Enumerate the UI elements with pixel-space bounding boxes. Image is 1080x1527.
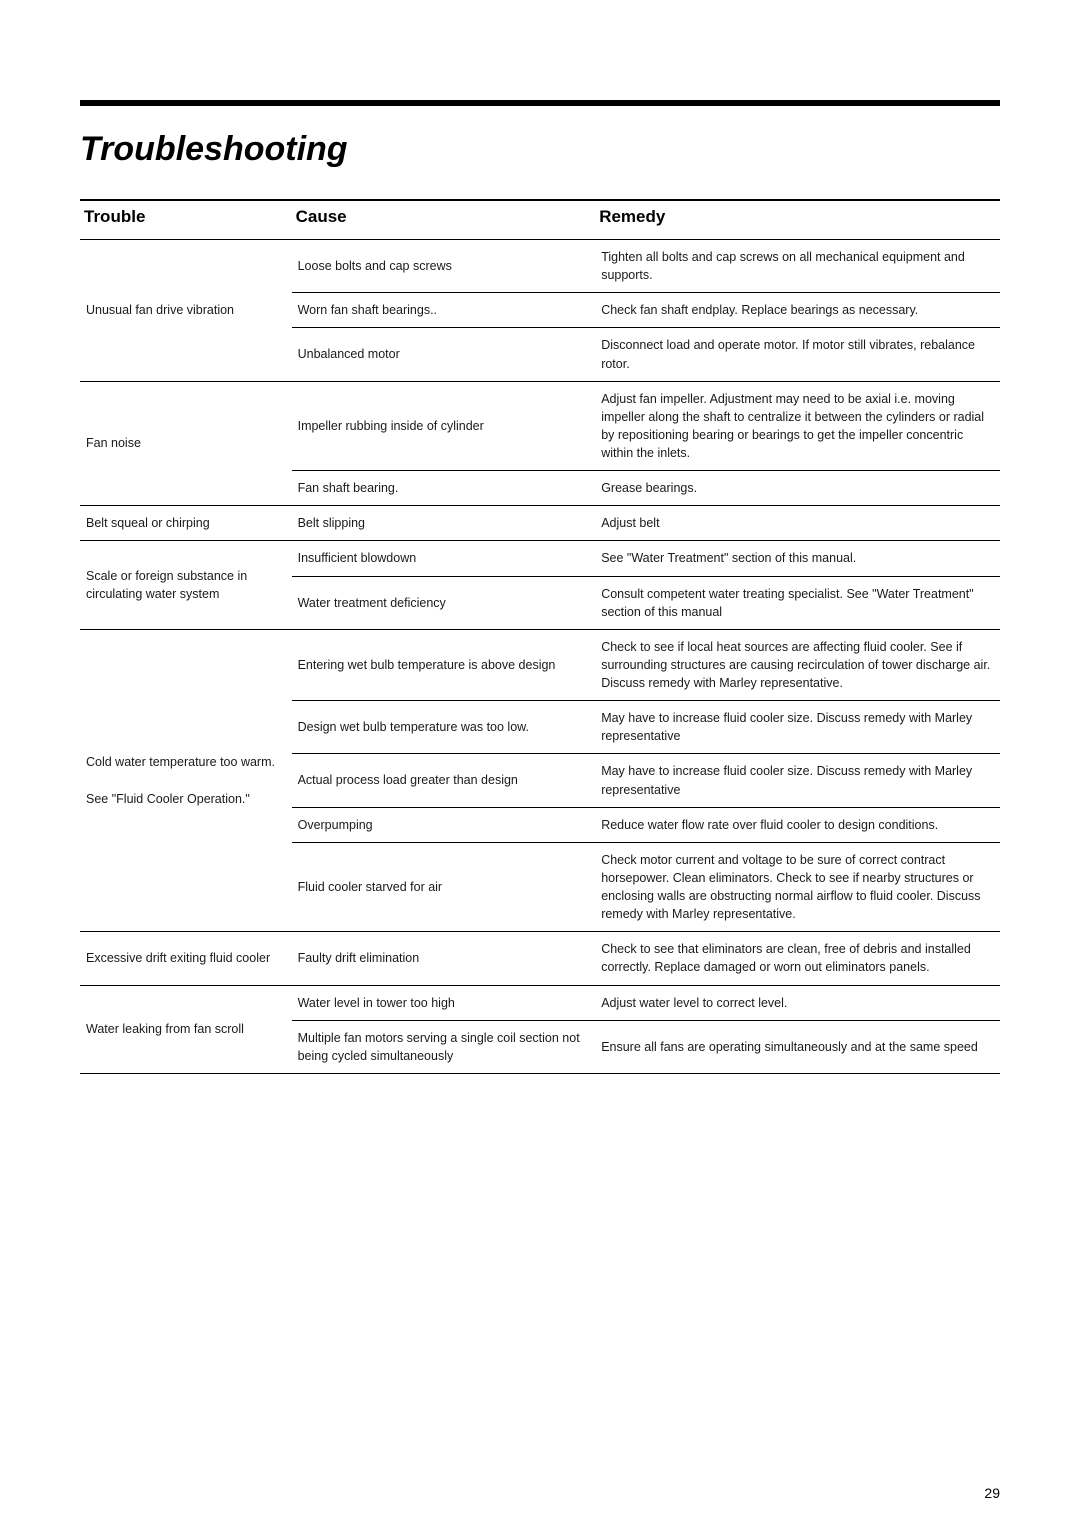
header-trouble: Trouble: [80, 200, 292, 240]
cell-cause: Water level in tower too high: [292, 985, 596, 1020]
cell-cause: Belt slipping: [292, 506, 596, 541]
cell-remedy: Check to see if local heat sources are a…: [595, 629, 1000, 700]
cell-trouble: Cold water temperature too warm. See "Fl…: [80, 629, 292, 932]
cell-trouble: Unusual fan drive vibration: [80, 240, 292, 382]
table-row: Fan noiseImpeller rubbing inside of cyli…: [80, 381, 1000, 471]
cell-remedy: Tighten all bolts and cap screws on all …: [595, 240, 1000, 293]
cell-remedy: Check to see that eliminators are clean,…: [595, 932, 1000, 985]
table-header-row: Trouble Cause Remedy: [80, 200, 1000, 240]
cell-cause: Actual process load greater than design: [292, 754, 596, 807]
cell-remedy: May have to increase fluid cooler size. …: [595, 754, 1000, 807]
table-body: Unusual fan drive vibrationLoose bolts a…: [80, 240, 1000, 1074]
cell-cause: Water treatment deficiency: [292, 576, 596, 629]
page-title: Troubleshooting: [80, 130, 1000, 169]
table-row: Scale or foreign substance in circulatin…: [80, 541, 1000, 576]
cell-cause: Unbalanced motor: [292, 328, 596, 381]
table-row: Water leaking from fan scrollWater level…: [80, 985, 1000, 1020]
table-row: Belt squeal or chirpingBelt slippingAdju…: [80, 506, 1000, 541]
cell-cause: Overpumping: [292, 807, 596, 842]
cell-trouble: Water leaking from fan scroll: [80, 985, 292, 1073]
cell-remedy: Adjust fan impeller. Adjustment may need…: [595, 381, 1000, 471]
cell-trouble: Scale or foreign substance in circulatin…: [80, 541, 292, 629]
cell-remedy: Check fan shaft endplay. Replace bearing…: [595, 293, 1000, 328]
cell-cause: Design wet bulb temperature was too low.: [292, 701, 596, 754]
cell-cause: Fan shaft bearing.: [292, 471, 596, 506]
cell-remedy: Disconnect load and operate motor. If mo…: [595, 328, 1000, 381]
cell-cause: Insufficient blowdown: [292, 541, 596, 576]
cell-remedy: Grease bearings.: [595, 471, 1000, 506]
table-row: Unusual fan drive vibrationLoose bolts a…: [80, 240, 1000, 293]
troubleshooting-table: Trouble Cause Remedy Unusual fan drive v…: [80, 199, 1000, 1074]
cell-cause: Worn fan shaft bearings..: [292, 293, 596, 328]
page-number: 29: [984, 1485, 1000, 1501]
cell-cause: Multiple fan motors serving a single coi…: [292, 1020, 596, 1073]
cell-remedy: Check motor current and voltage to be su…: [595, 842, 1000, 932]
table-row: Cold water temperature too warm. See "Fl…: [80, 629, 1000, 700]
cell-trouble: Fan noise: [80, 381, 292, 506]
cell-remedy: Adjust belt: [595, 506, 1000, 541]
cell-trouble: Excessive drift exiting fluid cooler: [80, 932, 292, 985]
cell-remedy: Ensure all fans are operating simultaneo…: [595, 1020, 1000, 1073]
cell-remedy: Consult competent water treating special…: [595, 576, 1000, 629]
cell-remedy: Reduce water flow rate over fluid cooler…: [595, 807, 1000, 842]
cell-cause: Loose bolts and cap screws: [292, 240, 596, 293]
table-row: Excessive drift exiting fluid coolerFaul…: [80, 932, 1000, 985]
header-cause: Cause: [292, 200, 596, 240]
cell-cause: Faulty drift elimination: [292, 932, 596, 985]
cell-remedy: May have to increase fluid cooler size. …: [595, 701, 1000, 754]
header-remedy: Remedy: [595, 200, 1000, 240]
cell-cause: Entering wet bulb temperature is above d…: [292, 629, 596, 700]
cell-remedy: See "Water Treatment" section of this ma…: [595, 541, 1000, 576]
cell-trouble: Belt squeal or chirping: [80, 506, 292, 541]
cell-remedy: Adjust water level to correct level.: [595, 985, 1000, 1020]
top-rule: [80, 100, 1000, 106]
cell-cause: Impeller rubbing inside of cylinder: [292, 381, 596, 471]
cell-cause: Fluid cooler starved for air: [292, 842, 596, 932]
